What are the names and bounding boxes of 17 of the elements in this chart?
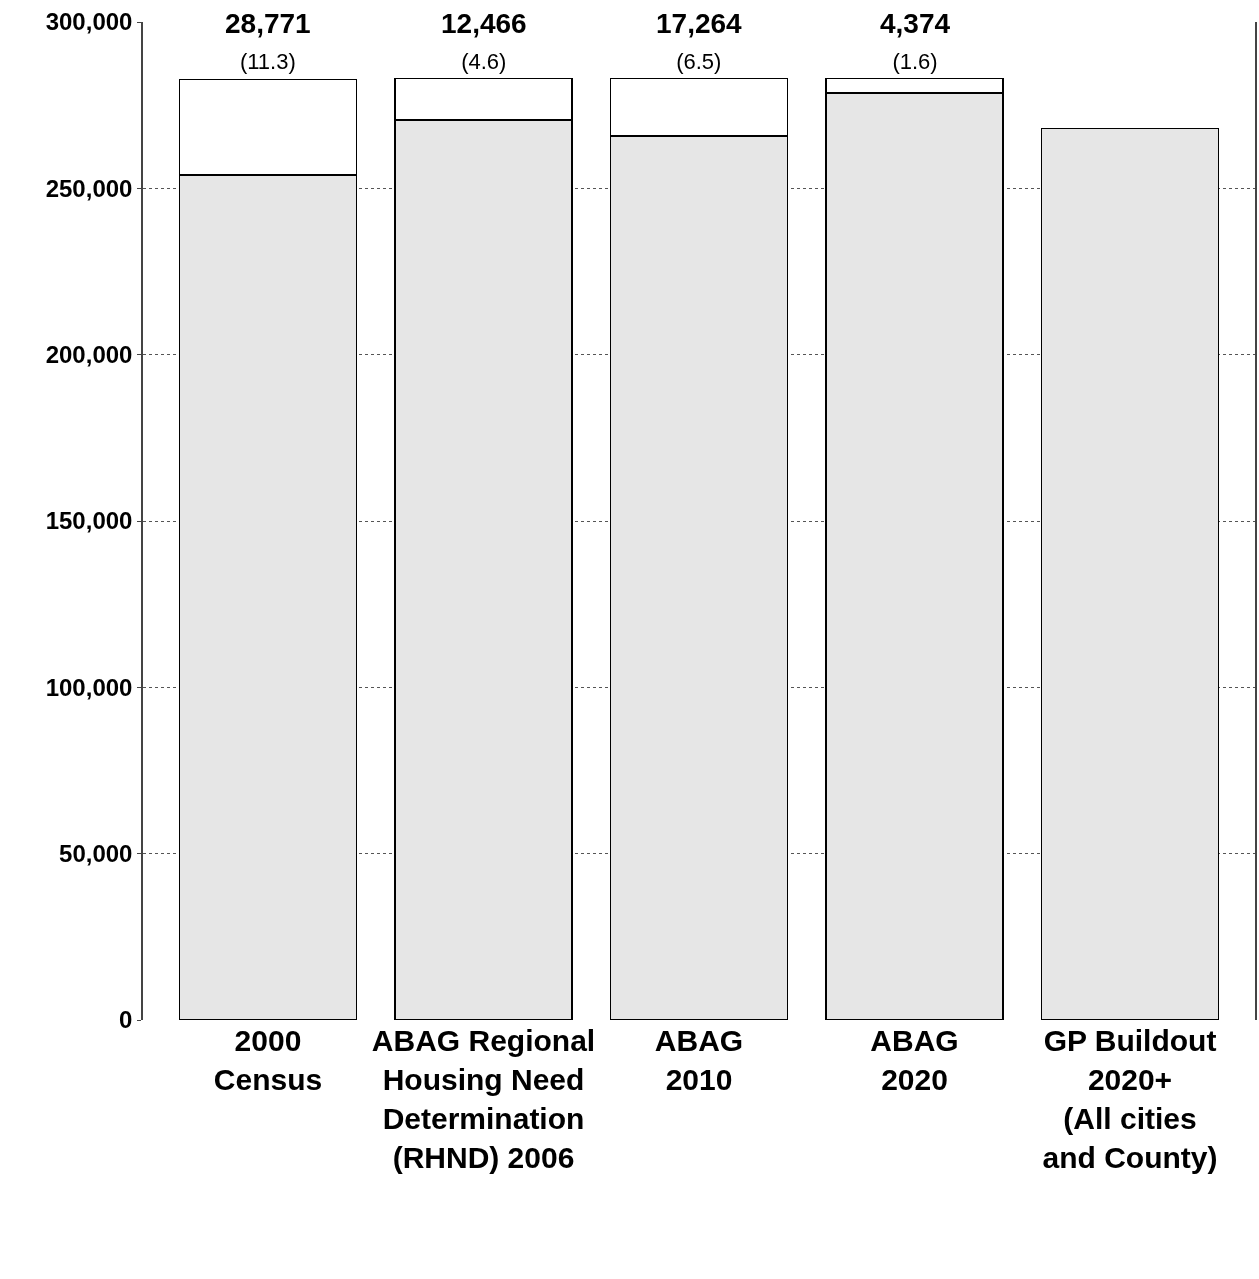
data-label: 12,466 (4.6) (441, 8, 527, 75)
y-tick-label: 100,000 (45, 673, 133, 701)
y-tick-label: 0 (119, 1006, 133, 1034)
x-tick-label: ABAG 2020 (870, 1024, 959, 1096)
x-tick-label: GP Buildout 2020+ (All cities and County) (1042, 1024, 1218, 1174)
x-tick-label: 2000 Census (213, 1024, 323, 1096)
data-label: 4,374 (1.6) (880, 8, 951, 75)
y-tick-label: 50,000 (59, 840, 133, 868)
data-label: 28,771 (11.3) (225, 8, 311, 75)
y-tick-label: 150,000 (45, 507, 133, 535)
data-label: 17,264 (6.5) (656, 8, 743, 75)
x-tick-label: ABAG 2010 (654, 1024, 744, 1096)
bar (1040, 127, 1220, 1020)
y-tick-label: 250,000 (45, 174, 133, 202)
y-tick-label: 200,000 (45, 341, 133, 369)
y-tick-label: 300,000 (45, 8, 133, 36)
x-tick-label: ABAG Regional Housing Need Determination (RHND) 2006 (371, 1024, 596, 1174)
